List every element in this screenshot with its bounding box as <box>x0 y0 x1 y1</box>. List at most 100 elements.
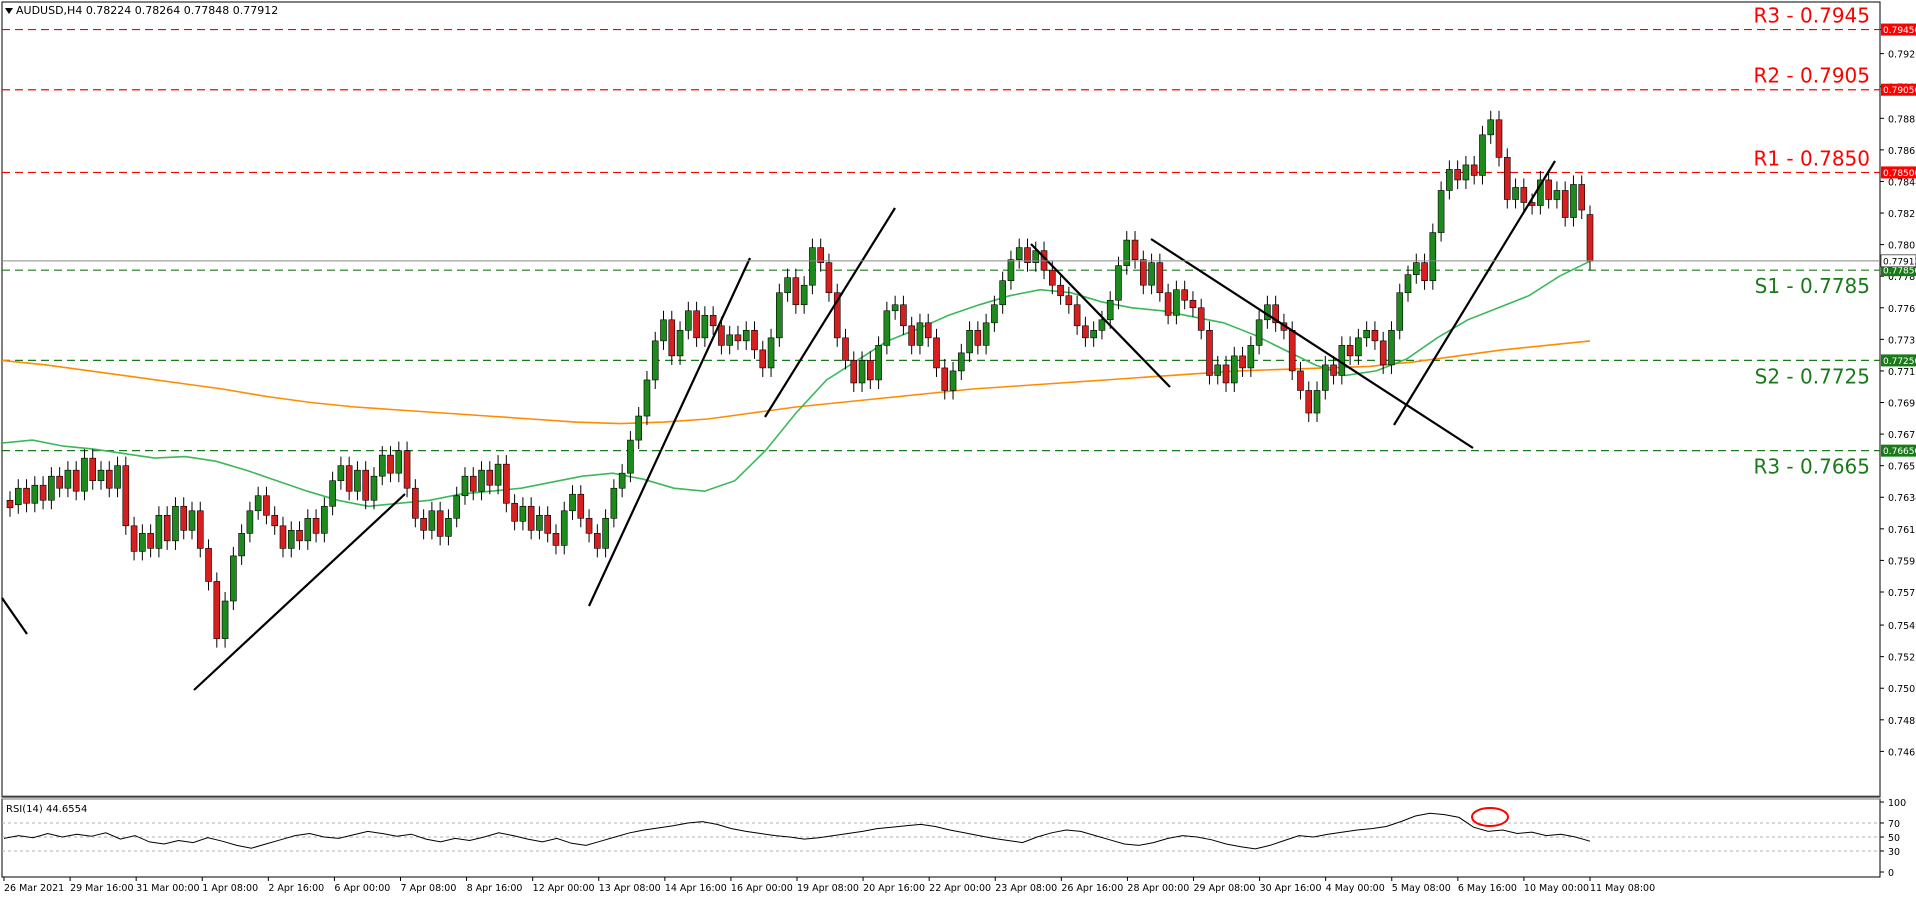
candle-bull <box>999 280 1006 306</box>
price-tick-label: 0.78020 <box>1888 241 1916 252</box>
time-tick-label: 2 Apr 16:00 <box>268 883 324 894</box>
candle-bull <box>1090 330 1097 339</box>
candle-bear <box>1330 364 1337 376</box>
candle-bull <box>1123 239 1131 266</box>
candle-bull <box>1462 164 1470 181</box>
candle-bull <box>14 487 22 506</box>
rsi-tick-label: 0 <box>1888 868 1894 879</box>
dropdown-triangle-icon <box>5 8 13 14</box>
candle-bull <box>155 514 163 549</box>
candle-bull <box>238 533 245 557</box>
candle-bear <box>362 469 370 501</box>
rsi-label: RSI(14) 44.6554 <box>6 804 87 815</box>
candle-bull <box>1015 247 1023 260</box>
candle-bull <box>81 457 88 492</box>
time-tick-label: 20 Apr 16:00 <box>863 883 925 894</box>
candle-bear <box>420 518 427 531</box>
price-tick-label: 0.77600 <box>1888 304 1916 315</box>
candle-bull <box>1487 119 1495 136</box>
candle-bull <box>1148 262 1155 286</box>
candle-bear <box>577 493 585 519</box>
price-tick-label: 0.74860 <box>1888 716 1916 727</box>
candle-bear <box>6 499 14 509</box>
candle-bull <box>676 330 684 357</box>
rsi-tick-label: 30 <box>1888 847 1900 858</box>
candle-bear <box>1305 390 1313 414</box>
candle-bear <box>271 514 279 527</box>
current-price-label: 0.77912 <box>1883 257 1916 267</box>
candle-bear <box>1297 370 1304 391</box>
candle-bull <box>1106 299 1114 321</box>
candle-bull <box>254 495 262 512</box>
time-tick-label: 1 Apr 08:00 <box>202 883 258 894</box>
header: AUDUSD,H4 0.78224 0.78264 0.77848 0.7791… <box>5 4 278 17</box>
candle-bear <box>1371 330 1379 342</box>
candle-bull <box>48 475 55 501</box>
time-tick-label: 31 Mar 00:00 <box>136 883 199 894</box>
price-tick-label: 0.75710 <box>1888 588 1916 599</box>
candle-bull <box>221 600 229 639</box>
candle-bear <box>105 469 113 489</box>
candle-bull <box>445 518 452 537</box>
candle-bull <box>651 340 659 381</box>
candle-bull <box>643 379 651 417</box>
candle-bull <box>875 345 882 381</box>
rsi-tick-label: 100 <box>1888 798 1906 809</box>
level-label: R2 - 0.7905 <box>1753 64 1870 88</box>
candle-bear <box>1578 184 1586 211</box>
level-label: S2 - 0.7725 <box>1755 364 1870 388</box>
candle-bear <box>1503 157 1511 200</box>
candle-bear <box>1495 119 1503 158</box>
candle-bear <box>974 330 982 346</box>
candle-bull <box>1173 289 1180 316</box>
candle-bear <box>180 505 188 531</box>
candle-bear <box>1470 164 1478 176</box>
candle-bull <box>602 518 609 549</box>
candle-bull <box>321 505 328 534</box>
candle-bull <box>627 439 634 474</box>
price-tick-label: 0.79290 <box>1888 50 1916 61</box>
time-tick-label: 12 Apr 00:00 <box>533 883 595 894</box>
candle-bull <box>329 480 336 507</box>
candle-bear <box>1065 295 1073 306</box>
candle-bull <box>1388 330 1395 366</box>
price-tick-label: 0.75490 <box>1888 621 1916 632</box>
candle-bull <box>1230 355 1238 384</box>
candle-bear <box>668 319 676 357</box>
candle-bull <box>31 484 39 504</box>
candle-bull <box>1429 232 1437 281</box>
candle-bear <box>833 292 841 339</box>
time-tick-label: 4 May 00:00 <box>1326 883 1385 894</box>
candle-bear <box>1082 325 1089 339</box>
candle-bull <box>453 495 461 519</box>
candle-bull <box>519 505 527 522</box>
trend-line <box>193 493 406 691</box>
time-tick-label: 23 Apr 08:00 <box>995 883 1057 894</box>
candle-bear <box>1346 345 1354 357</box>
candle-bull <box>230 555 237 602</box>
candle-bull <box>610 487 618 519</box>
candle-bear <box>23 487 30 504</box>
time-tick-label: 29 Mar 16:00 <box>70 883 133 894</box>
candle-bear <box>1197 307 1205 331</box>
candle-bull <box>916 322 924 346</box>
time-tick-label: 19 Apr 08:00 <box>797 883 859 894</box>
candle-bull <box>635 415 642 441</box>
candle-bear <box>1421 262 1428 281</box>
candle-bear <box>544 514 551 534</box>
price-tick-label: 0.76760 <box>1888 430 1916 441</box>
level-label: R3 - 0.7665 <box>1753 455 1870 479</box>
candle-bear <box>511 502 518 522</box>
candle-bull <box>395 450 403 474</box>
candle-bull <box>958 352 965 372</box>
time-tick-label: 14 Apr 16:00 <box>665 883 727 894</box>
candle-bear <box>933 337 940 369</box>
candle-bear <box>412 487 419 519</box>
candle-bear <box>89 457 97 482</box>
time-tick-label: 7 Apr 08:00 <box>401 883 457 894</box>
candle-bear <box>751 330 758 351</box>
candle-bull <box>1512 187 1519 200</box>
level-label: R1 - 0.7850 <box>1753 146 1870 170</box>
level-tag <box>1881 83 1916 96</box>
